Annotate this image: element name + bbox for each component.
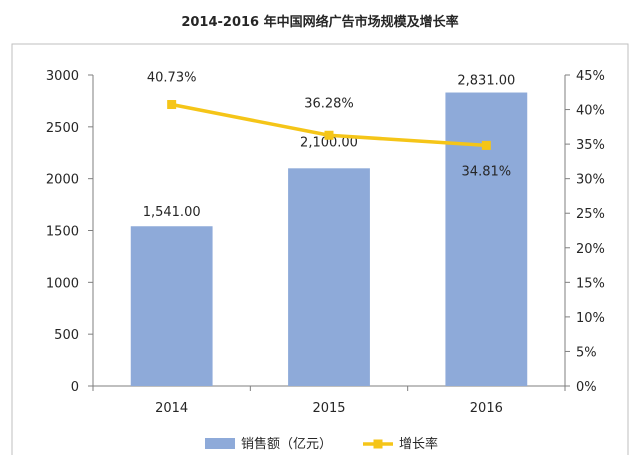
right-axis-tick-label: 20%: [576, 242, 605, 257]
bar-data-label: 2,100.00: [300, 135, 358, 150]
x-axis-tick-label: 2015: [312, 401, 345, 416]
growth-point: [324, 130, 334, 140]
bar-data-label: 2,831.00: [457, 74, 515, 89]
right-axis-tick-label: 30%: [576, 173, 605, 188]
bar: [130, 226, 213, 386]
left-axis-tick-label: 1000: [46, 276, 79, 291]
right-axis-tick-label: 35%: [576, 138, 605, 153]
chart-title: 2014-2016 年中国网络广告市场规模及增长率: [181, 14, 458, 30]
right-axis-tick-label: 10%: [576, 311, 605, 326]
left-axis-tick-label: 3000: [46, 69, 79, 84]
x-axis-tick-label: 2016: [470, 401, 503, 416]
left-axis-tick-label: 2500: [46, 121, 79, 136]
legend-label-line: 增长率: [399, 436, 438, 452]
left-axis-tick-label: 1500: [46, 225, 79, 240]
bar: [288, 168, 370, 386]
legend-swatch-marker: [373, 439, 383, 449]
line-data-label: 34.81%: [462, 164, 512, 179]
bar-data-label: 1,541.00: [143, 205, 201, 220]
line-data-label: 40.73%: [147, 71, 197, 86]
right-axis-tick-label: 45%: [576, 69, 605, 84]
left-axis-tick-label: 500: [54, 328, 79, 343]
right-axis-tick-label: 25%: [576, 207, 605, 222]
right-axis-tick-label: 40%: [576, 104, 605, 119]
right-axis-tick-label: 0%: [576, 380, 597, 395]
x-axis-tick-label: 2014: [155, 401, 188, 416]
right-axis-tick-label: 5%: [576, 345, 597, 360]
line-data-label: 36.28%: [304, 96, 354, 111]
bar: [445, 92, 528, 387]
plot-frame: [11, 43, 629, 459]
legend-swatch-bar: [205, 438, 235, 449]
chart-marks: 0 500 1000 1500 2000 2500 3000 0% 5% 10% 15% 20% 25%…: [46, 69, 605, 452]
left-axis-tick-label: 0: [71, 380, 79, 395]
growth-point: [481, 140, 491, 150]
right-axis-tick-label: 15%: [576, 276, 605, 291]
growth-point: [167, 100, 177, 110]
legend-label-bar: 销售额（亿元）: [241, 436, 332, 452]
left-axis-tick-label: 2000: [46, 173, 79, 188]
